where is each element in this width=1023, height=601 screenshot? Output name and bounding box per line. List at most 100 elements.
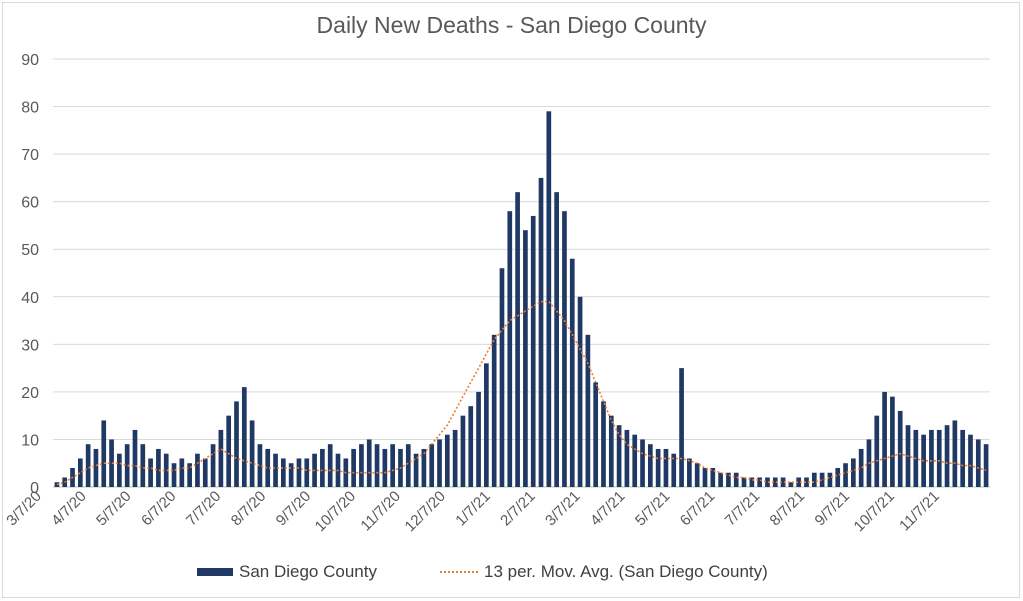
- bar: [882, 391, 887, 487]
- bar: [234, 401, 239, 487]
- chart-title: Daily New Deaths - San Diego County: [316, 12, 707, 38]
- legend-swatch-moving-average: [440, 571, 478, 573]
- bar: [546, 111, 552, 488]
- bar: [210, 444, 216, 487]
- bar: [601, 401, 606, 487]
- bar: [929, 429, 934, 487]
- bar: [749, 477, 755, 487]
- bar: [835, 467, 841, 487]
- bar: [515, 192, 520, 487]
- x-tick-label: 11/7/21: [896, 488, 943, 535]
- bar: [694, 463, 700, 487]
- bar: [491, 334, 497, 487]
- bar: [765, 477, 770, 487]
- bar: [281, 458, 286, 487]
- x-tick-label: 1/7/21: [452, 488, 494, 530]
- x-tick-label: 10/7/21: [851, 488, 898, 535]
- y-tick-label: 60: [21, 195, 39, 212]
- x-tick-label: 5/7/20: [93, 488, 135, 530]
- x-tick-label: 8/7/21: [767, 488, 809, 530]
- bar: [452, 429, 458, 487]
- bar: [374, 444, 380, 487]
- legend-label-moving-average: 13 per. Mov. Avg. (San Diego County): [484, 562, 768, 581]
- x-tick-label: 2/7/21: [497, 488, 539, 530]
- bar: [179, 458, 185, 487]
- x-tick-label: 7/7/20: [183, 488, 225, 530]
- bar: [359, 444, 364, 487]
- bar: [897, 410, 903, 487]
- bar: [413, 453, 419, 487]
- bar: [202, 458, 208, 487]
- bar: [117, 453, 122, 487]
- bar: [632, 434, 638, 487]
- bar: [304, 458, 310, 487]
- bar: [530, 215, 536, 487]
- bar: [772, 477, 778, 487]
- bar: [476, 391, 481, 487]
- bar: [858, 448, 864, 487]
- y-tick-label: 70: [21, 147, 39, 164]
- bar: [124, 444, 130, 487]
- bar: [148, 458, 153, 487]
- bar: [554, 192, 559, 487]
- bar: [249, 420, 255, 487]
- bar: [569, 258, 575, 487]
- bar: [320, 448, 325, 487]
- bar: [788, 482, 794, 487]
- bar: [226, 415, 232, 487]
- bar: [507, 211, 513, 487]
- bar: [132, 429, 138, 487]
- bar: [577, 296, 583, 487]
- bar: [851, 458, 856, 487]
- bar: [265, 448, 271, 487]
- x-tick-label: 10/7/20: [312, 488, 359, 535]
- bar: [538, 177, 544, 487]
- x-tick-label: 4/7/20: [48, 488, 90, 530]
- chart-legend: San Diego County 13 per. Mov. Avg. (San …: [0, 562, 1023, 586]
- bar: [499, 268, 505, 487]
- x-tick-label: 4/7/21: [587, 488, 629, 530]
- bar: [101, 420, 107, 487]
- bar: [827, 472, 833, 487]
- y-tick-label: 20: [21, 385, 39, 402]
- x-tick-label: 6/7/21: [677, 488, 719, 530]
- bar: [468, 406, 474, 487]
- x-tick-label: 3/7/21: [542, 488, 584, 530]
- bar: [741, 477, 747, 487]
- x-tick-label: 8/7/20: [228, 488, 270, 530]
- bar: [273, 453, 278, 487]
- bar: [983, 444, 989, 487]
- bar: [421, 448, 427, 487]
- y-tick-label: 80: [21, 100, 39, 117]
- bar: [687, 458, 692, 487]
- bar: [671, 453, 677, 487]
- bar: [93, 448, 99, 487]
- bar: [624, 429, 630, 487]
- bar: [679, 368, 684, 487]
- bar: [593, 382, 599, 487]
- x-tick-label: 12/7/20: [402, 488, 449, 535]
- x-tick-label: 3/7/20: [3, 488, 45, 530]
- bar: [484, 363, 489, 487]
- bar: [874, 415, 880, 487]
- bar: [757, 477, 762, 487]
- bar: [523, 230, 528, 487]
- bar: [796, 477, 802, 487]
- y-tick-label: 50: [21, 242, 39, 259]
- x-tick-label: 9/7/20: [273, 488, 315, 530]
- bar: [405, 444, 411, 487]
- bar: [952, 420, 958, 487]
- bar: [390, 444, 396, 487]
- bar: [647, 444, 653, 487]
- x-tick-label: 6/7/20: [138, 488, 180, 530]
- bar: [804, 477, 809, 487]
- bar: [702, 467, 708, 487]
- bar: [54, 482, 60, 487]
- legend-label-bars: San Diego County: [239, 562, 377, 581]
- bar: [241, 387, 247, 487]
- bar: [726, 472, 731, 487]
- y-tick-label: 10: [21, 432, 39, 449]
- bar: [218, 429, 224, 487]
- bar: [444, 434, 450, 487]
